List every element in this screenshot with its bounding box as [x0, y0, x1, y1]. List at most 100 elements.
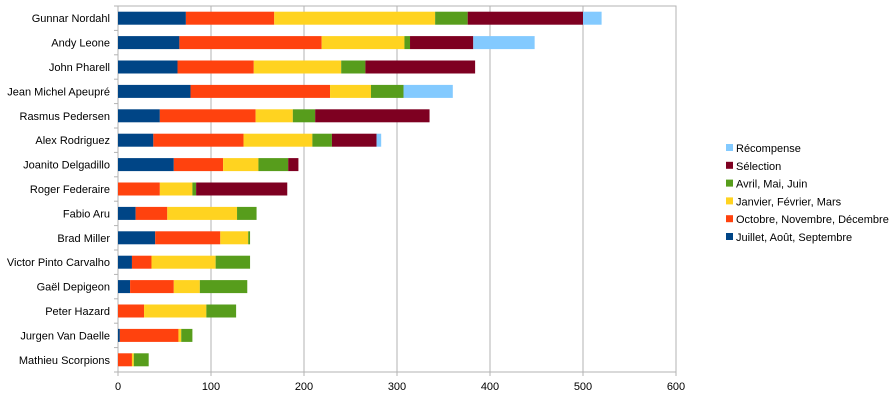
category-label: Andy Leone: [51, 38, 110, 50]
bar-segment: [315, 109, 430, 123]
bar-segment: [118, 231, 156, 245]
x-tick-label: 600: [667, 381, 685, 393]
legend-label: Sélection: [736, 161, 781, 173]
bar-segment: [119, 328, 179, 342]
bar-segment: [243, 133, 313, 147]
bar-segment: [341, 60, 366, 74]
bar-segment: [196, 182, 288, 196]
bar-segment: [167, 206, 238, 220]
bar-segment: [118, 353, 132, 367]
bar-segment: [151, 255, 216, 269]
category-label: Brad Miller: [57, 233, 110, 245]
bar-segment: [258, 158, 289, 172]
bar-segment: [118, 60, 178, 74]
bar-segment: [131, 353, 134, 367]
bar-segment: [583, 11, 602, 25]
bar-segment: [215, 255, 251, 269]
legend-swatch: [726, 233, 733, 240]
x-tick-labels: 0 100 200 300 400 500 600: [115, 381, 685, 393]
bar-segment: [220, 231, 249, 245]
bar-segment: [274, 11, 436, 25]
bar-segment: [190, 84, 331, 98]
bars: [118, 11, 602, 367]
bar-segment: [181, 328, 193, 342]
category-label: Rasmus Pedersen: [20, 111, 111, 123]
bar-segment: [118, 133, 154, 147]
bar-segment: [248, 231, 251, 245]
bar-segment: [118, 328, 120, 342]
bar-segment: [153, 133, 244, 147]
bar-segment: [365, 60, 476, 74]
category-label: Joanito Delgadillo: [23, 160, 110, 172]
bar-segment: [131, 255, 152, 269]
bar-segment: [435, 11, 468, 25]
category-label: Gunnar Nordahl: [32, 13, 110, 25]
bar-segment: [467, 11, 583, 25]
category-label: Fabio Aru: [63, 208, 110, 220]
bar-segment: [253, 60, 342, 74]
bar-segment: [133, 353, 149, 367]
bar-segment: [312, 133, 332, 147]
bar-segment: [403, 84, 453, 98]
x-tick-label: 0: [115, 381, 121, 393]
legend-swatch: [726, 215, 733, 223]
bar-segment: [173, 158, 224, 172]
category-label: Peter Hazard: [45, 306, 110, 318]
legend-swatch: [726, 197, 733, 205]
legend-swatch: [726, 179, 733, 187]
bar-segment: [159, 182, 193, 196]
bar-segment: [118, 182, 160, 196]
bar-segment: [159, 109, 256, 123]
bar-segment: [155, 231, 221, 245]
category-label: Gaël Depigeon: [37, 282, 110, 294]
bar-segment: [331, 133, 377, 147]
bar-segment: [237, 206, 257, 220]
bar-segment: [199, 280, 248, 294]
bar-segment: [144, 304, 207, 318]
legend: Récompense Sélection Avril, Mai, Juin Janvi…: [726, 143, 889, 244]
legend-label: Octobre, Novembre, Décembre: [736, 214, 889, 226]
x-tick-label: 500: [574, 381, 592, 393]
bar-segment: [177, 60, 254, 74]
category-label: Jean Michel Apeupré: [7, 86, 110, 98]
bar-segment: [192, 182, 197, 196]
x-tick-label: 100: [202, 381, 220, 393]
bar-segment: [118, 84, 191, 98]
bar-segment: [173, 280, 200, 294]
legend-label: Janvier, Février, Mars: [736, 196, 842, 208]
category-label: Roger Federaire: [30, 184, 110, 196]
category-label: Jurgen Van Daelle: [20, 330, 110, 342]
bar-segment: [179, 36, 322, 50]
bar-segment: [321, 36, 405, 50]
legend-label: Juillet, Août, Septembre: [736, 232, 852, 244]
bar-segment: [118, 255, 132, 269]
category-labels: Gunnar Nordahl Andy Leone John Pharell Jean…: [7, 13, 111, 367]
bar-segment: [330, 84, 371, 98]
bar-segment: [118, 304, 145, 318]
bar-segment: [118, 11, 186, 25]
bar-segment: [288, 158, 299, 172]
bar-segment: [255, 109, 293, 123]
bar-segment: [118, 36, 180, 50]
bar-segment: [370, 84, 404, 98]
bar-segment: [292, 109, 316, 123]
legend-swatch: [726, 144, 733, 151]
bar-segment: [473, 36, 535, 50]
bar-segment: [178, 328, 182, 342]
x-tick-label: 400: [481, 381, 499, 393]
category-label: Alex Rodriguez: [35, 135, 110, 147]
bar-segment: [135, 206, 168, 220]
bar-segment: [404, 36, 411, 50]
category-label: Victor Pinto Carvalho: [7, 257, 110, 269]
category-label: John Pharell: [49, 62, 110, 74]
bar-segment: [223, 158, 259, 172]
bar-segment: [130, 280, 174, 294]
bar-segment: [206, 304, 237, 318]
legend-label: Avril, Mai, Juin: [736, 179, 807, 191]
bar-segment: [118, 109, 160, 123]
bar-segment: [376, 133, 382, 147]
bar-segment: [118, 280, 131, 294]
category-label: Mathieu Scorpions: [19, 355, 111, 367]
bar-segment: [118, 158, 174, 172]
